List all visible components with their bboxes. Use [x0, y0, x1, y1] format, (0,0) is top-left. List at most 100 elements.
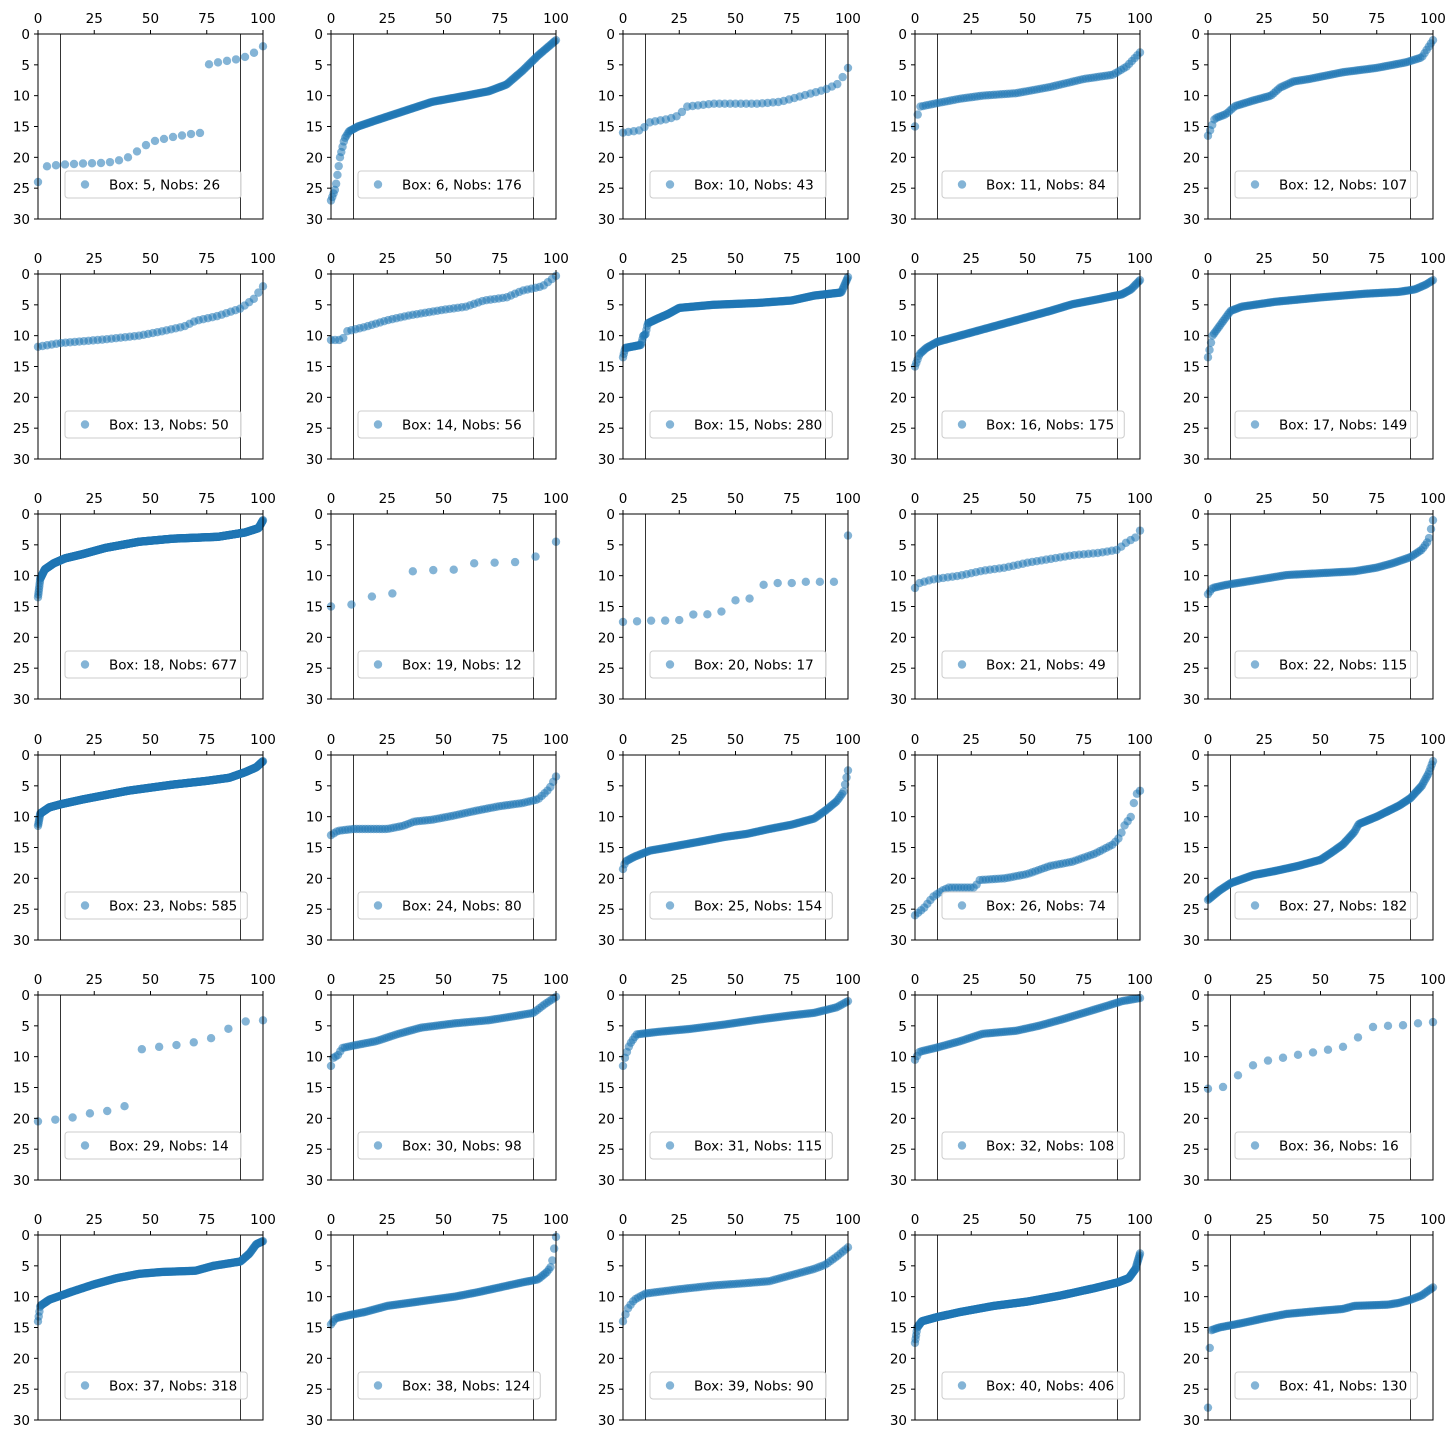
y-tick-label: 20: [1183, 390, 1200, 406]
y-tick-label: 25: [1183, 1142, 1200, 1158]
x-tick-label: 50: [727, 732, 744, 748]
x-tick-label: 25: [671, 491, 688, 507]
data-points: [618, 531, 853, 627]
data-point: [224, 1024, 233, 1033]
y-tick-label: 5: [898, 538, 907, 554]
legend: Box: 19, Nobs: 12: [357, 650, 535, 679]
x-tick-label: 0: [911, 11, 920, 27]
data-point: [759, 580, 768, 589]
x-tick-label: 50: [142, 1212, 159, 1228]
y-tick-label: 10: [890, 89, 907, 105]
y-tick-label: 25: [306, 181, 323, 197]
y-tick-label: 10: [306, 1290, 323, 1306]
y-tick-label: 30: [598, 692, 615, 708]
x-tick-label: 0: [34, 491, 43, 507]
legend-label: Box: 14, Nobs: 56: [402, 418, 522, 434]
y-tick-label: 25: [598, 1382, 615, 1398]
legend: Box: 25, Nobs: 154: [649, 891, 833, 920]
x-tick-label: 75: [1075, 11, 1092, 27]
x-tick-label: 25: [379, 1212, 396, 1228]
x-tick-label: 25: [1256, 251, 1273, 267]
data-point: [51, 1115, 60, 1124]
legend: Box: 30, Nobs: 98: [357, 1131, 535, 1160]
x-tick-label: 50: [1312, 11, 1329, 27]
data-points: [910, 275, 1145, 371]
data-points: [33, 515, 268, 602]
y-tick-label: 5: [606, 58, 615, 74]
legend-marker: [1250, 420, 1260, 429]
x-tick-label: 0: [619, 11, 628, 27]
y-tick-label: 30: [890, 1173, 907, 1189]
data-point: [829, 577, 839, 587]
x-tick-label: 50: [1019, 491, 1036, 507]
data-point: [347, 600, 356, 609]
legend-box: [357, 410, 535, 439]
y-tick-label: 20: [306, 150, 323, 166]
legend: Box: 6, Nobs: 176: [357, 170, 535, 199]
y-tick-label: 20: [890, 1111, 907, 1127]
y-tick-label: 10: [306, 810, 323, 826]
legend-marker: [80, 420, 90, 429]
y-tick-label: 30: [890, 212, 907, 228]
y-tick-label: 30: [306, 1173, 323, 1189]
x-tick-label: 50: [142, 732, 159, 748]
legend-label: Box: 38, Nobs: 124: [402, 1379, 530, 1395]
y-tick-label: 20: [13, 390, 30, 406]
x-tick-label: 100: [250, 732, 276, 748]
y-tick-label: 0: [898, 27, 907, 43]
legend-label: Box: 25, Nobs: 154: [694, 899, 822, 915]
x-tick-label: 75: [783, 1212, 800, 1228]
legend: Box: 24, Nobs: 80: [357, 891, 535, 920]
y-tick-label: 5: [606, 538, 615, 554]
data-point: [1126, 812, 1135, 822]
data-point: [1278, 1053, 1288, 1062]
legend-box: [1234, 891, 1418, 920]
data-point: [159, 134, 169, 144]
y-tick-label: 20: [1183, 150, 1200, 166]
data-point: [69, 159, 79, 169]
legend-box: [1234, 650, 1418, 679]
legend-box: [649, 410, 833, 439]
x-tick-label: 50: [727, 972, 744, 988]
data-point: [137, 1045, 147, 1054]
data-point: [388, 589, 397, 598]
y-tick-label: 5: [314, 298, 323, 314]
y-tick-label: 15: [598, 600, 615, 616]
y-tick-label: 20: [1183, 1111, 1200, 1127]
x-tick-label: 100: [1127, 251, 1153, 267]
y-tick-label: 25: [1183, 902, 1200, 918]
data-point: [1248, 1061, 1258, 1070]
legend-marker: [373, 180, 383, 189]
x-tick-label: 75: [198, 972, 215, 988]
legend-marker: [1250, 1141, 1260, 1150]
x-tick-label: 25: [963, 11, 980, 27]
data-point: [240, 52, 250, 62]
legend-label: Box: 31, Nobs: 115: [694, 1139, 822, 1155]
y-tick-label: 5: [1191, 298, 1200, 314]
x-tick-label: 100: [1127, 11, 1153, 27]
y-tick-label: 0: [21, 27, 30, 43]
y-tick-label: 30: [13, 212, 30, 228]
x-tick-label: 50: [435, 732, 452, 748]
legend-box: [64, 891, 248, 920]
y-tick-label: 25: [890, 421, 907, 437]
legend-label: Box: 10, Nobs: 43: [694, 178, 814, 194]
y-tick-label: 25: [598, 1142, 615, 1158]
legend-label: Box: 21, Nobs: 49: [986, 658, 1106, 674]
data-point: [42, 162, 52, 171]
y-tick-label: 20: [598, 1351, 615, 1367]
x-tick-label: 0: [911, 732, 920, 748]
x-tick-label: 100: [1127, 491, 1153, 507]
legend-label: Box: 29, Nobs: 14: [109, 1139, 229, 1155]
legend: Box: 31, Nobs: 115: [649, 1131, 833, 1160]
y-tick-label: 15: [13, 1321, 30, 1337]
y-tick-label: 20: [306, 1111, 323, 1127]
legend-label: Box: 20, Nobs: 17: [694, 658, 814, 674]
data-point: [1205, 345, 1214, 355]
y-tick-label: 0: [1191, 507, 1200, 523]
